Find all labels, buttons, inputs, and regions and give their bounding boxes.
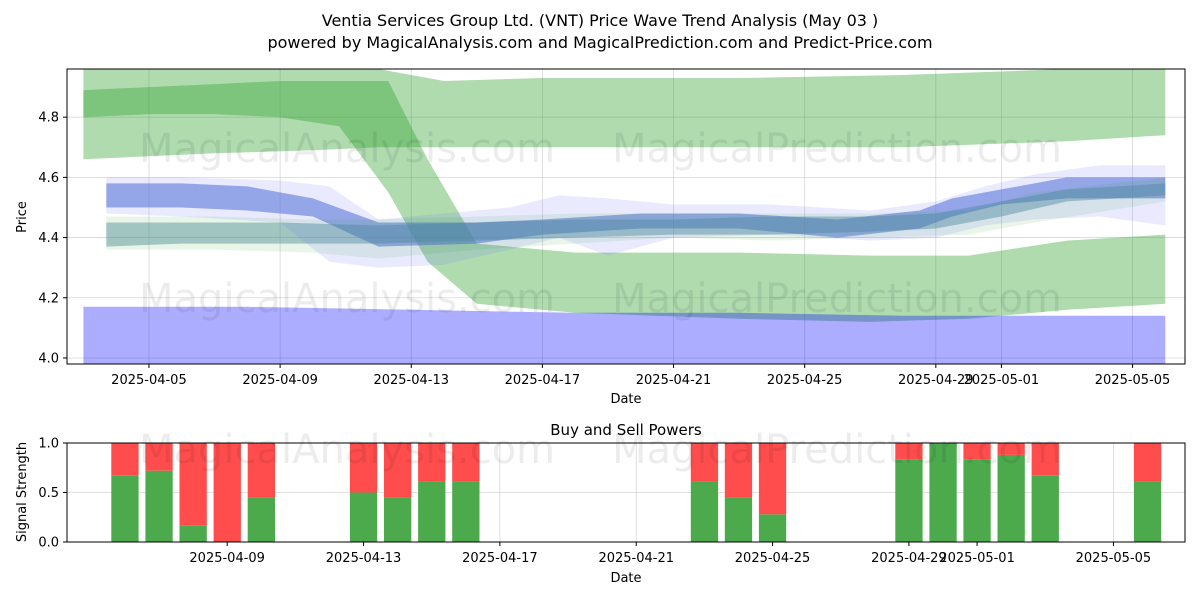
figure-title-line-2: powered by MagicalAnalysis.com and Magic… (267, 33, 932, 52)
price-x-ticks: 2025-04-05 2025-04-09 2025-04-13 2025-04-17… (111, 364, 1170, 388)
price-wave-bands (83, 69, 1166, 364)
price-y-tick-label-2: 4.4 (38, 231, 59, 246)
sell-bar (1031, 443, 1059, 476)
price-x-tick-label-7: 2025-05-01 (964, 373, 1040, 388)
price-x-tick-label-8: 2025-05-05 (1095, 373, 1171, 388)
buy-bar (724, 497, 753, 542)
buy-bar (963, 459, 991, 542)
sell-bar (247, 443, 275, 498)
watermark-prediction-lower: MagicalPrediction.com (612, 276, 1062, 322)
signal-watermarks: MagicalAnalysis.com MagicalPrediction.co… (139, 427, 1062, 473)
sell-bar (452, 443, 480, 482)
buy-bar (179, 525, 207, 542)
watermark-prediction-signal: MagicalPrediction.com (612, 427, 1062, 473)
price-x-tick-label-4: 2025-04-21 (636, 373, 712, 388)
sell-bar (179, 443, 207, 526)
price-plot-frame (66, 68, 1186, 365)
signal-y-axis-label: Signal Strength (15, 442, 30, 542)
signal-x-axis-label: Date (610, 571, 641, 586)
buy-bar (1031, 475, 1059, 542)
band-blue-faint-spread-band (106, 165, 1166, 268)
sell-bar (418, 443, 446, 482)
signal-x-ticks: 2025-04-09 2025-04-13 2025-04-17 2025-04-21… (189, 542, 1151, 566)
buy-bar (690, 481, 719, 542)
signal-y-tick-label-1: 0.5 (38, 486, 59, 501)
sell-bar (997, 443, 1025, 455)
price-x-tick-label-3: 2025-04-17 (505, 373, 581, 388)
price-watermarks: MagicalAnalysis.com MagicalPrediction.co… (139, 126, 1062, 322)
signal-chart-panel: Buy and Sell Powers MagicalAnalysis.com … (15, 421, 1186, 586)
price-x-tick-label-0: 2025-04-05 (111, 373, 187, 388)
band-green-faint-spread-band (106, 177, 1166, 259)
figure-title-line-1: Ventia Services Group Ltd. (VNT) Price W… (322, 11, 879, 30)
signal-x-tick-label-2: 2025-04-17 (462, 551, 538, 566)
signal-x-tick-label-1: 2025-04-13 (326, 551, 402, 566)
price-y-tick-label-0: 4.0 (38, 351, 59, 366)
band-green-wave-falling-band (83, 81, 1166, 322)
signal-y-tick-label-2: 1.0 (38, 437, 59, 452)
buy-bar (758, 514, 787, 542)
band-blue-wave-main-band (106, 177, 1166, 247)
watermark-analysis-upper: MagicalAnalysis.com (139, 126, 555, 172)
price-x-tick-label-6: 2025-04-29 (898, 373, 974, 388)
signal-x-tick-label-0: 2025-04-09 (189, 551, 265, 566)
price-y-tick-label-4: 4.8 (38, 111, 59, 126)
band-green-wave-upper-band (83, 69, 1166, 160)
buy-bar (349, 492, 378, 542)
signal-x-tick-label-3: 2025-04-21 (598, 551, 674, 566)
signal-y-tick-label-0: 0.0 (38, 536, 59, 551)
price-y-tick-label-3: 4.6 (38, 171, 59, 186)
sell-bar (349, 443, 378, 493)
buy-bar (111, 475, 139, 542)
price-y-tick-label-1: 4.2 (38, 291, 59, 306)
price-chart-panel: MagicalAnalysis.com MagicalPrediction.co… (15, 68, 1186, 407)
signal-x-tick-label-5: 2025-04-29 (871, 551, 947, 566)
signal-x-tick-label-4: 2025-04-25 (735, 551, 811, 566)
signal-x-tick-label-7: 2025-05-05 (1076, 551, 1152, 566)
buy-bar (997, 454, 1025, 542)
buy-bar (1133, 481, 1162, 542)
sell-bar (213, 443, 241, 542)
sell-bar (758, 443, 787, 515)
watermark-analysis-signal: MagicalAnalysis.com (139, 427, 555, 473)
price-y-ticks: 4.0 4.2 4.4 4.6 4.8 (38, 111, 67, 366)
signal-chart-title: Buy and Sell Powers (550, 421, 702, 439)
price-x-axis-label: Date (610, 392, 641, 407)
signal-x-tick-label-6: 2025-05-01 (939, 551, 1015, 566)
price-x-tick-label-1: 2025-04-09 (242, 373, 318, 388)
sell-bar (111, 443, 139, 476)
signal-bars (111, 443, 1162, 542)
watermark-analysis-lower: MagicalAnalysis.com (139, 276, 555, 322)
sell-bar (1133, 443, 1162, 482)
band-blue-wave-lower-band (83, 306, 1166, 364)
sell-bar (384, 443, 412, 498)
buy-bar (895, 459, 923, 542)
buy-bar (452, 481, 480, 542)
price-x-tick-label-5: 2025-04-25 (767, 373, 843, 388)
sell-bar (690, 443, 719, 482)
sell-bar (895, 443, 923, 460)
sell-bar (145, 443, 173, 471)
buy-bar (145, 470, 173, 542)
sell-bar (724, 443, 753, 498)
buy-bar (384, 497, 412, 542)
band-teal-wave-band (106, 183, 1166, 247)
price-x-tick-label-2: 2025-04-13 (373, 373, 449, 388)
watermark-prediction-upper: MagicalPrediction.com (612, 126, 1062, 172)
buy-bar (247, 497, 275, 542)
signal-y-ticks: 0.0 0.5 1.0 (38, 437, 67, 551)
buy-bar (418, 481, 446, 542)
buy-bar (929, 443, 957, 542)
sell-bar (963, 443, 991, 460)
price-y-axis-label: Price (15, 201, 30, 233)
